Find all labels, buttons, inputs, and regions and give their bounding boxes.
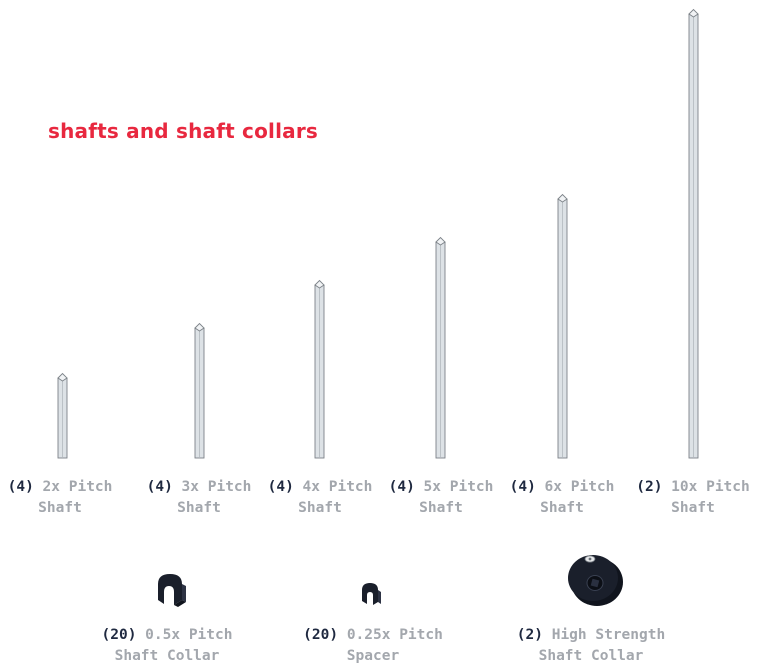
part-name: 0.25x Pitch bbox=[346, 627, 443, 643]
shaft-icon bbox=[314, 279, 325, 459]
part-label-spacer: (20) 0.25x Pitch Spacer bbox=[298, 625, 448, 667]
shaft-icon bbox=[557, 193, 568, 459]
shaft-icon bbox=[435, 236, 446, 459]
part-name: High Strength bbox=[551, 627, 666, 643]
part-name: 3x Pitch bbox=[181, 479, 252, 495]
part-label-2x-shaft: (4) 2x Pitch Shaft bbox=[0, 477, 135, 519]
part-name: Spacer bbox=[346, 648, 400, 664]
part-quantity: (4) bbox=[7, 479, 34, 495]
part-name: Shaft bbox=[298, 500, 342, 516]
part-quantity: (20) bbox=[303, 627, 339, 643]
part-quantity: (4) bbox=[267, 479, 294, 495]
part-quantity: (2) bbox=[636, 479, 663, 495]
part-quantity: (4) bbox=[146, 479, 173, 495]
shaft-icon bbox=[688, 8, 699, 459]
part-name: 2x Pitch bbox=[42, 479, 113, 495]
part-quantity: (4) bbox=[388, 479, 415, 495]
part-name: 5x Pitch bbox=[423, 479, 494, 495]
part-label-5x-shaft: (4) 5x Pitch Shaft bbox=[366, 477, 516, 519]
part-label-3x-shaft: (4) 3x Pitch Shaft bbox=[124, 477, 274, 519]
part-quantity: (4) bbox=[509, 479, 536, 495]
part-name: 10x Pitch bbox=[671, 479, 750, 495]
part-label-10x-shaft: (2) 10x Pitch Shaft bbox=[618, 477, 764, 519]
part-name: Shaft bbox=[540, 500, 584, 516]
shaft-icon bbox=[194, 322, 205, 459]
part-label-6x-shaft: (4) 6x Pitch Shaft bbox=[487, 477, 637, 519]
part-name: Shaft bbox=[177, 500, 221, 516]
part-label-high-strength-collar: (2) High Strength Shaft Collar bbox=[516, 625, 666, 667]
part-name: Shaft bbox=[419, 500, 463, 516]
part-name: Shaft bbox=[38, 500, 82, 516]
spacer-icon bbox=[362, 583, 381, 605]
part-quantity: (2) bbox=[516, 627, 543, 643]
shaft-collar-icon bbox=[158, 574, 186, 607]
part-label-4x-shaft: (4) 4x Pitch Shaft bbox=[245, 477, 395, 519]
part-name: 4x Pitch bbox=[302, 479, 373, 495]
part-name: Shaft bbox=[671, 500, 715, 516]
part-label-shaft-collar: (20) 0.5x Pitch Shaft Collar bbox=[92, 625, 242, 667]
part-name: Shaft Collar bbox=[114, 648, 220, 664]
part-name: 0.5x Pitch bbox=[145, 627, 233, 643]
high-strength-collar-icon bbox=[568, 555, 623, 606]
page-title: shafts and shaft collars bbox=[48, 119, 319, 143]
part-quantity: (20) bbox=[101, 627, 137, 643]
shaft-icon bbox=[57, 372, 68, 459]
part-name: 6x Pitch bbox=[544, 479, 615, 495]
part-name: Shaft Collar bbox=[538, 648, 644, 664]
